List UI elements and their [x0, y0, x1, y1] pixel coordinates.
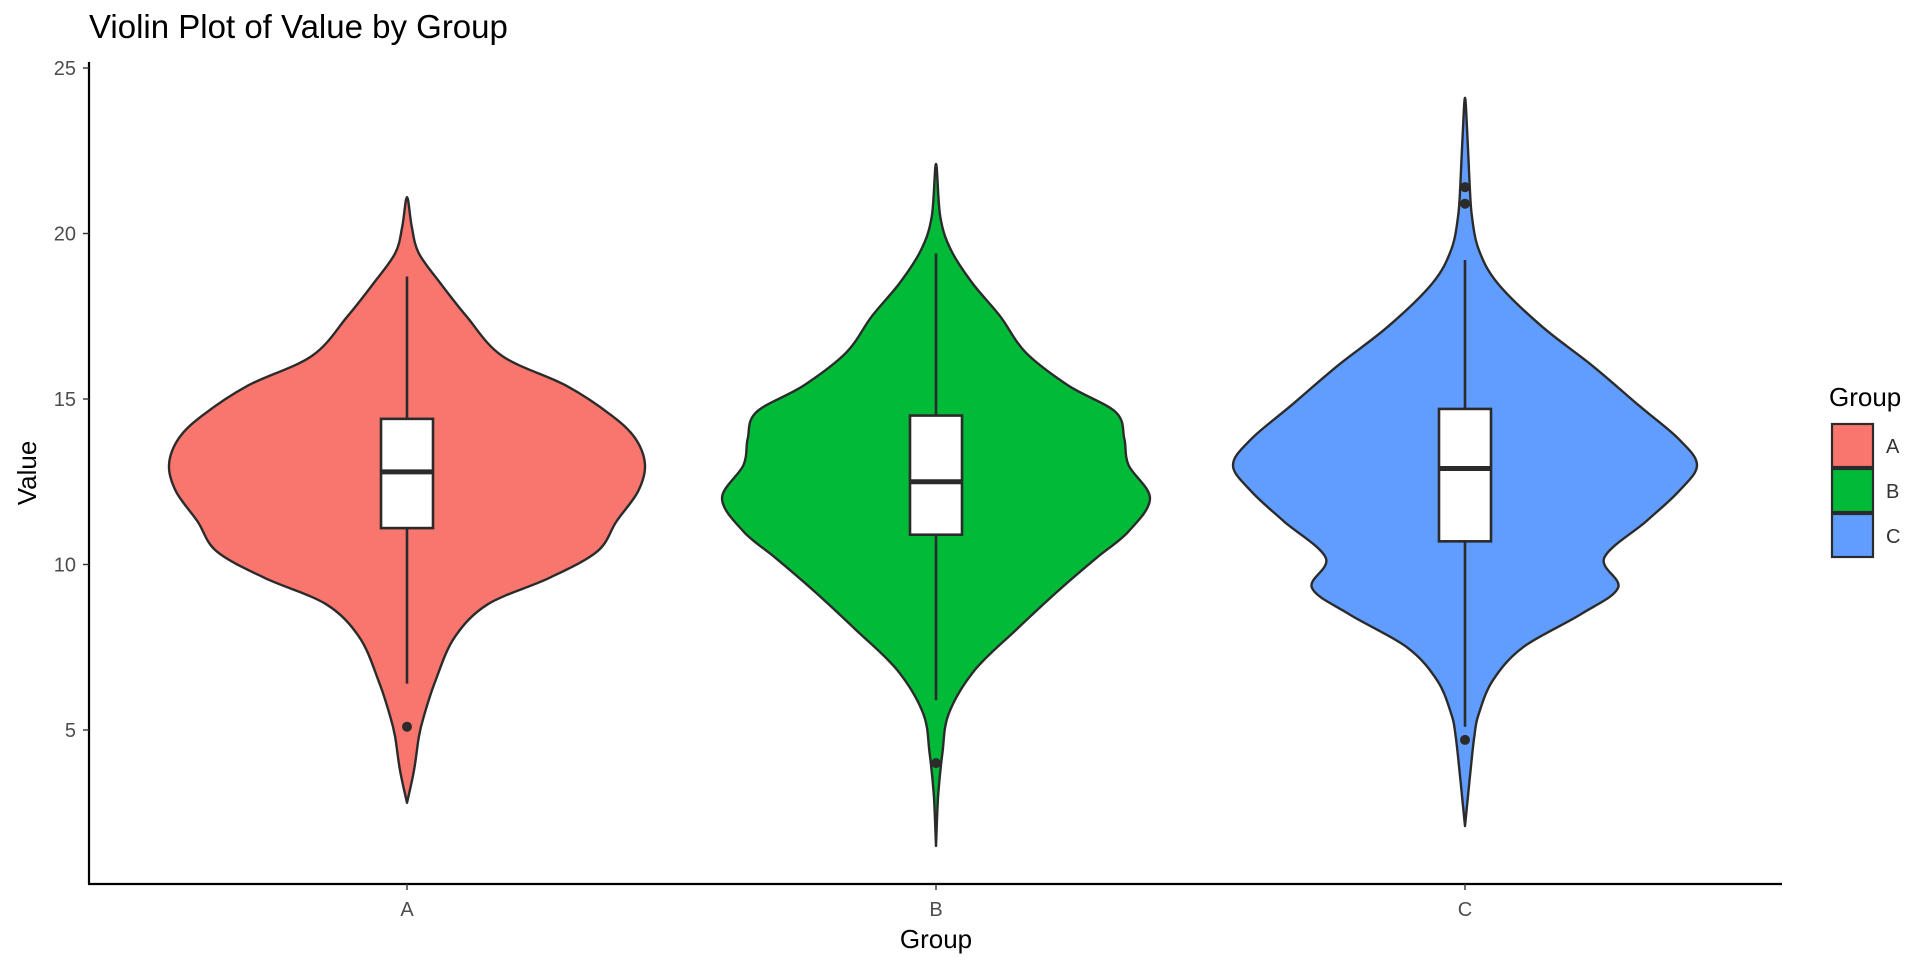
legend-key-c: [1830, 512, 1875, 559]
legend-label: C: [1886, 526, 1900, 548]
violin-group-c: [1231, 96, 1699, 828]
x-tick-label: A: [400, 899, 414, 921]
y-axis-ticks: 5 10 15 20 25: [54, 58, 89, 742]
outlier-point: [402, 721, 412, 732]
y-axis-title: Value: [12, 441, 42, 506]
x-tick-label: B: [929, 899, 942, 921]
outlier-point: [1460, 734, 1470, 745]
y-tick-label: 20: [54, 224, 76, 246]
y-tick-label: 25: [54, 58, 76, 80]
legend-items: A B C: [1830, 422, 1900, 559]
y-tick-label: 10: [54, 555, 76, 577]
legend: Group A B C: [1829, 382, 1901, 559]
x-tick-label: C: [1458, 899, 1472, 921]
outlier-point: [931, 758, 941, 769]
violin-group-b: [720, 162, 1152, 848]
chart-title: Violin Plot of Value by Group: [89, 8, 508, 45]
outlier-point: [1460, 182, 1470, 193]
legend-key-a: [1830, 422, 1875, 469]
legend-key-b: [1830, 467, 1875, 514]
y-tick-label: 5: [65, 720, 76, 742]
y-tick-label: 15: [54, 389, 76, 411]
x-axis-title: Group: [900, 924, 972, 954]
violin-group-a: [167, 195, 647, 804]
outlier-point: [1460, 198, 1470, 209]
legend-title: Group: [1829, 382, 1901, 412]
legend-label: A: [1886, 436, 1900, 458]
x-axis-ticks: A B C: [400, 884, 1472, 921]
plot-area: [167, 96, 1699, 848]
box-iqr: [908, 414, 964, 537]
box-iqr: [1437, 407, 1493, 543]
legend-label: B: [1886, 481, 1899, 503]
